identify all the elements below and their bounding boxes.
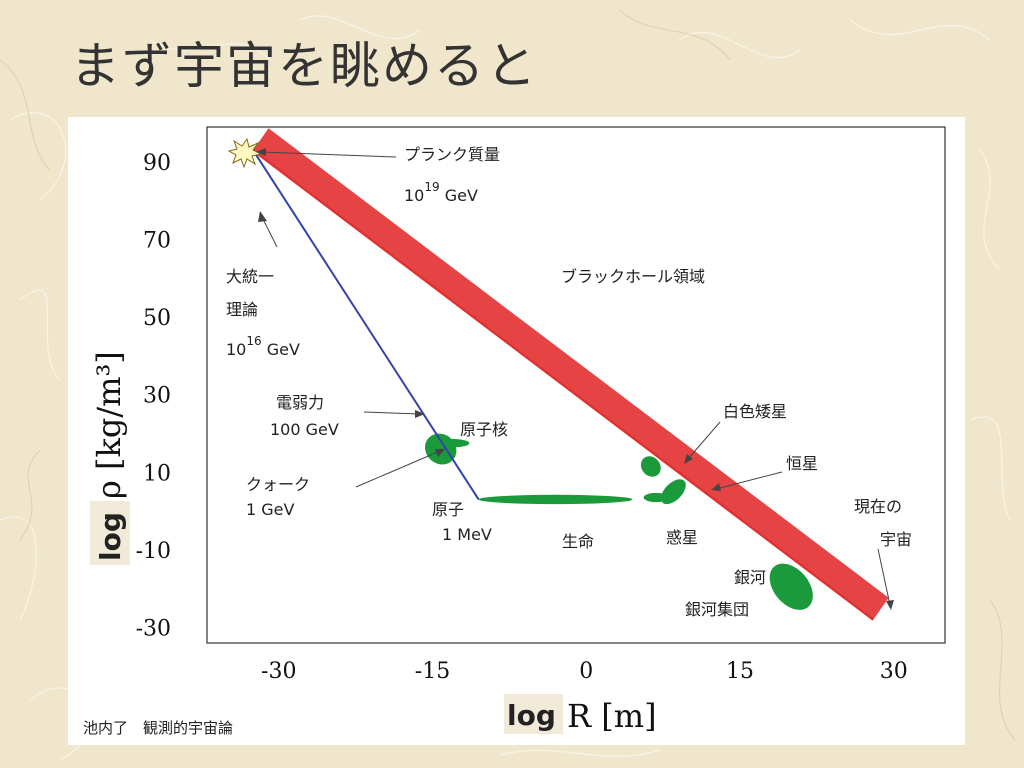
figure-panel: 90 70 50 30 10 -10 -30 -30 -15 0 15 30 プランク質量 1019 … bbox=[68, 117, 965, 745]
ticks-layer: 90 70 50 30 10 -10 -30 -30 -15 0 15 30 bbox=[136, 151, 908, 684]
annotation-atom-energy: 1 MeV bbox=[442, 525, 492, 544]
y-tick-label: 90 bbox=[143, 151, 171, 176]
x-tick-label: 30 bbox=[880, 659, 908, 684]
x-axis-label: R [m] bbox=[567, 697, 657, 735]
annotation-star: 恒星 bbox=[786, 454, 818, 473]
annotation-white-dwarf: 白色矮星 bbox=[723, 402, 787, 421]
black-hole-boundary-line bbox=[252, 149, 874, 621]
annotation-planck: プランク質量 bbox=[404, 145, 500, 164]
annotation-nucleus: 原子核 bbox=[460, 420, 508, 439]
region-ellipse bbox=[640, 456, 661, 477]
x-tick-label: -15 bbox=[415, 659, 450, 684]
annotation-gut: 大統一 bbox=[226, 267, 274, 286]
y-tick-label: 70 bbox=[143, 229, 171, 254]
y-axis-log-highlight bbox=[90, 501, 130, 565]
region-ellipse bbox=[769, 563, 813, 610]
y-tick-label: 10 bbox=[143, 461, 171, 486]
black-hole-boundary-glow bbox=[253, 128, 889, 620]
region-ellipse bbox=[478, 494, 633, 505]
slide-title: まず宇宙を眺めると bbox=[70, 37, 538, 95]
x-tick-label: 15 bbox=[726, 659, 754, 684]
annotation-electroweak-energy: 100 GeV bbox=[270, 420, 339, 439]
annotation-electroweak: 電弱力 bbox=[276, 393, 324, 412]
y-tick-label: 50 bbox=[143, 306, 171, 331]
annotation-universe-line2: 宇宙 bbox=[880, 530, 912, 549]
y-tick-label: -10 bbox=[136, 539, 171, 564]
x-tick-label: -30 bbox=[261, 659, 296, 684]
y-axis-label: ρ [kg/m³] bbox=[90, 351, 128, 499]
x-tick-label: 0 bbox=[579, 659, 593, 684]
y-axis-log-word: log bbox=[94, 512, 127, 561]
regions-layer bbox=[424, 433, 813, 610]
annotation-planet: 惑星 bbox=[666, 528, 698, 547]
annotation-universe: 現在の bbox=[854, 497, 902, 516]
annotation-galaxy: 銀河 bbox=[734, 568, 766, 587]
annotation-galaxy-cluster: 銀河集団 bbox=[685, 600, 749, 619]
annotation-arrowheads bbox=[256, 148, 894, 610]
planck-burst-icon bbox=[227, 137, 263, 169]
annotation-gut-line2: 理論 bbox=[226, 300, 258, 319]
annotation-black-hole-region: ブラックホール領域 bbox=[561, 267, 705, 286]
x-axis-log-word: log bbox=[507, 699, 556, 732]
region-ellipse bbox=[432, 438, 470, 448]
region-ellipse bbox=[660, 479, 686, 505]
annotation-quark-energy: 1 GeV bbox=[246, 500, 295, 519]
y-tick-label: 30 bbox=[143, 384, 171, 409]
annotation-atom: 原子 bbox=[432, 500, 464, 519]
annotation-life: 生命 bbox=[562, 532, 594, 551]
y-tick-label: -30 bbox=[136, 616, 171, 641]
x-axis-log-highlight bbox=[504, 694, 563, 734]
source-credit: 池内了 観測的宇宙論 bbox=[83, 719, 233, 737]
annotation-arrows bbox=[260, 151, 891, 606]
lines-layer bbox=[252, 128, 889, 621]
radiation-era-line bbox=[252, 149, 480, 500]
annotation-quark: クォーク bbox=[246, 475, 310, 494]
